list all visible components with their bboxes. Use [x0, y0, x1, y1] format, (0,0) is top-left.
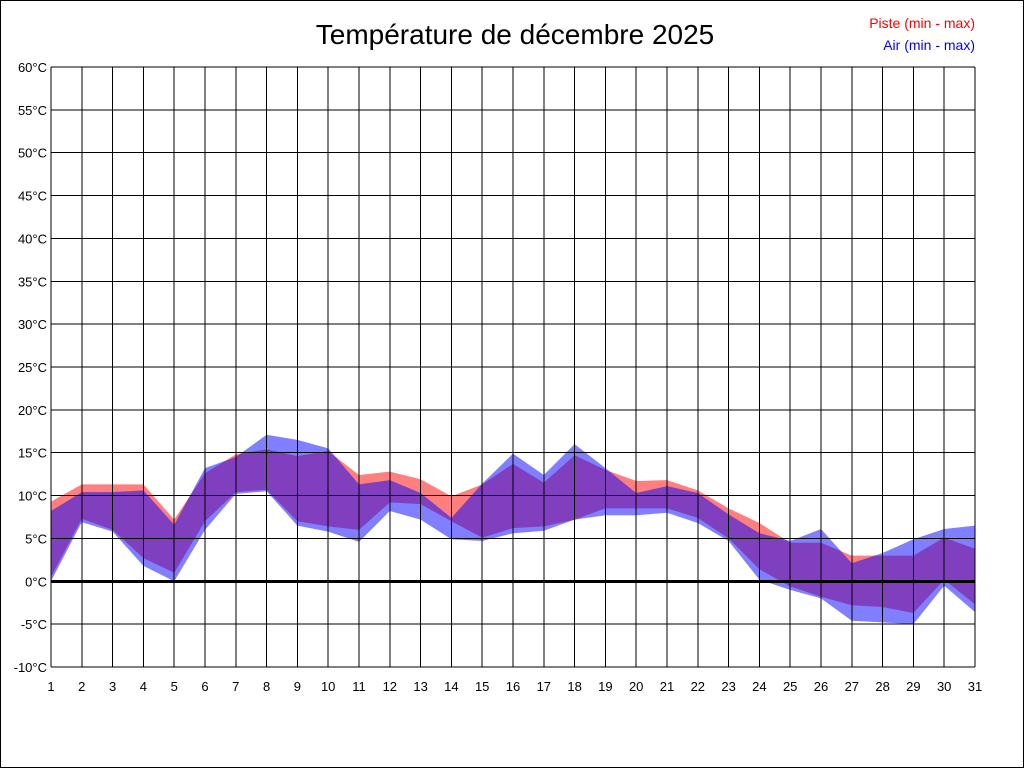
x-tick-label: 1 [47, 679, 54, 694]
x-tick-label: 31 [968, 679, 982, 694]
y-tick-label: 50°C [18, 146, 47, 161]
y-tick-label: 45°C [18, 189, 47, 204]
x-tick-label: 9 [294, 679, 301, 694]
x-tick-label: 19 [598, 679, 612, 694]
legend-piste: Piste (min - max) [869, 15, 975, 31]
x-tick-label: 14 [444, 679, 458, 694]
y-tick-label: 0°C [25, 574, 47, 589]
x-tick-label: 3 [109, 679, 116, 694]
x-tick-label: 18 [567, 679, 581, 694]
x-tick-label: 23 [721, 679, 735, 694]
x-tick-label: 28 [875, 679, 889, 694]
y-tick-label: 20°C [18, 403, 47, 418]
x-tick-label: 21 [660, 679, 674, 694]
y-tick-label: 30°C [18, 317, 47, 332]
x-tick-label: 22 [691, 679, 705, 694]
x-tick-label: 16 [506, 679, 520, 694]
y-tick-label: 15°C [18, 446, 47, 461]
x-tick-label: 20 [629, 679, 643, 694]
x-tick-label: 4 [140, 679, 147, 694]
x-tick-label: 17 [537, 679, 551, 694]
x-tick-label: 30 [937, 679, 951, 694]
y-tick-label: -5°C [21, 617, 47, 632]
x-tick-label: 10 [321, 679, 335, 694]
x-tick-label: 29 [906, 679, 920, 694]
y-tick-label: 25°C [18, 360, 47, 375]
y-tick-label: 60°C [18, 60, 47, 75]
x-tick-label: 11 [352, 679, 366, 694]
x-tick-label: 8 [263, 679, 270, 694]
x-tick-label: 5 [171, 679, 178, 694]
y-tick-label: 40°C [18, 231, 47, 246]
chart-title: Température de décembre 2025 [315, 19, 715, 50]
x-tick-label: 13 [413, 679, 427, 694]
legend-air: Air (min - max) [883, 37, 975, 53]
y-tick-label: 55°C [18, 103, 47, 118]
x-tick-label: 27 [845, 679, 859, 694]
y-tick-label: 35°C [18, 274, 47, 289]
y-tick-label: -10°C [14, 660, 47, 675]
x-tick-label: 2 [78, 679, 85, 694]
y-tick-label: 5°C [25, 531, 47, 546]
y-tick-label: 10°C [18, 489, 47, 504]
x-tick-label: 12 [383, 679, 397, 694]
x-tick-label: 24 [752, 679, 766, 694]
x-tick-label: 26 [814, 679, 828, 694]
x-tick-label: 25 [783, 679, 797, 694]
x-tick-label: 6 [201, 679, 208, 694]
x-tick-label: 15 [475, 679, 489, 694]
x-tick-label: 7 [232, 679, 239, 694]
